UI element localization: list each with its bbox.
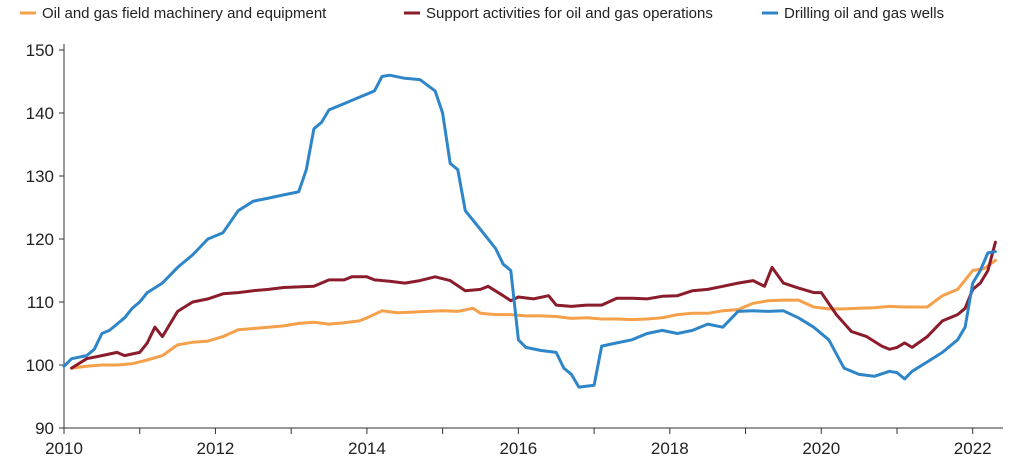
- x-tick-label: 2016: [499, 439, 537, 458]
- y-tick-label: 90: [35, 419, 54, 438]
- y-tick-label: 140: [26, 104, 54, 123]
- y-tick-label: 100: [26, 356, 54, 375]
- x-tick-label: 2010: [45, 439, 83, 458]
- series-line-2: [70, 240, 997, 370]
- x-tick-label: 2020: [802, 439, 840, 458]
- x-tick-label: 2014: [348, 439, 386, 458]
- legend-label: Drilling oil and gas wells: [784, 5, 944, 22]
- x-tick-label: 2012: [197, 439, 235, 458]
- series-line-1: [70, 258, 997, 370]
- y-tick-label: 150: [26, 41, 54, 60]
- series-lines: [62, 73, 997, 389]
- x-tick-label: 2018: [651, 439, 689, 458]
- y-tick-label: 110: [27, 293, 54, 312]
- legend-label: Oil and gas field machinery and equipmen…: [42, 5, 327, 22]
- legend-label: Support activities for oil and gas opera…: [426, 5, 713, 22]
- axes: 90 100 110 120 130 140 150 2010 2012 2014 2016 2018…: [26, 41, 1003, 458]
- series-line-3: [62, 73, 997, 389]
- y-tick-label: 130: [26, 167, 54, 186]
- legend: Oil and gas field machinery and equipmen…: [20, 5, 944, 22]
- x-tick-label: 2022: [954, 439, 992, 458]
- y-tick-label: 120: [26, 230, 54, 249]
